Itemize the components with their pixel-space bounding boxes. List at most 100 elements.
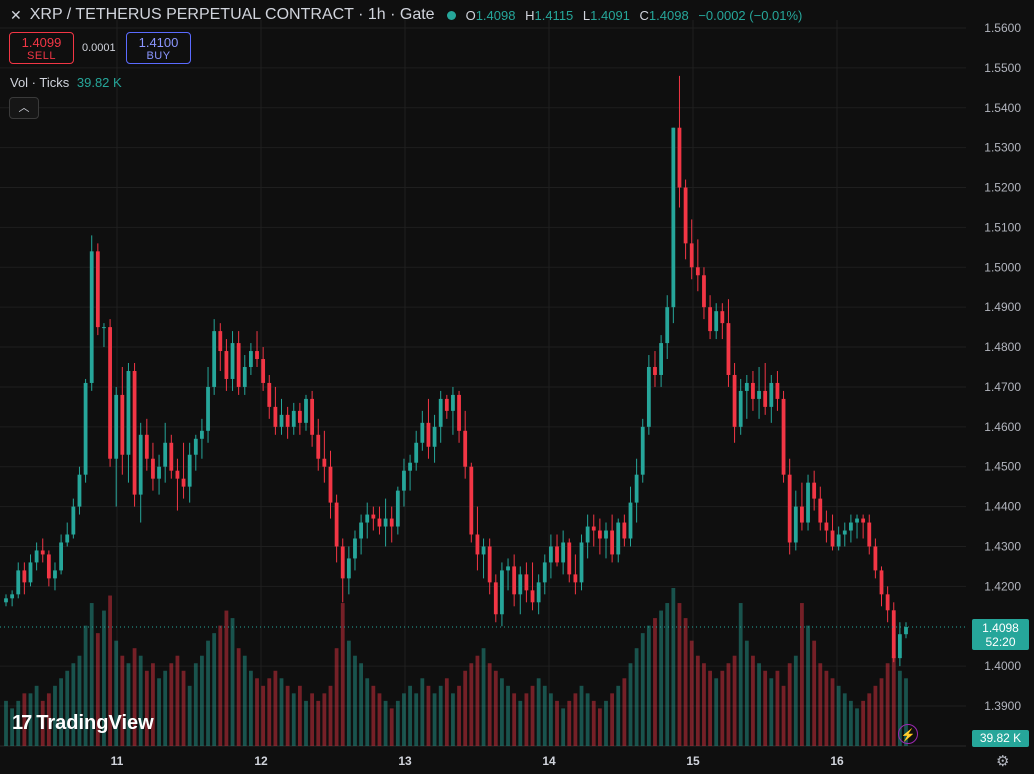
candle-body [340, 546, 345, 579]
candle-body [867, 522, 872, 547]
volume-bar [640, 633, 645, 746]
candle-body [475, 534, 480, 555]
volume-bar [285, 685, 290, 746]
candle-body [200, 430, 204, 439]
candle-body [818, 498, 823, 523]
volume-bar [836, 685, 841, 746]
candle-body [371, 514, 376, 519]
collapse-legend-button[interactable]: ︿ [9, 97, 39, 119]
volume-bar [65, 670, 70, 746]
volume-bar [46, 693, 51, 746]
volume-bar [322, 693, 327, 746]
candle-body [89, 251, 94, 383]
x-tick-label: 11 [111, 754, 124, 768]
volume-bar [218, 625, 223, 746]
close-icon[interactable]: ✕ [10, 6, 22, 23]
lightning-icon[interactable]: ⚡ [898, 724, 918, 744]
candle-body [879, 570, 884, 595]
candle-body [230, 343, 235, 379]
volume-bar [59, 678, 63, 746]
volume-bar [720, 670, 725, 746]
volume-legend-value: 39.82 K [76, 75, 122, 90]
candle-body [108, 327, 112, 459]
volume-bar [604, 700, 608, 746]
candle-body [402, 470, 406, 491]
tradingview-logo[interactable]: 17 TradingView [12, 712, 154, 735]
candle-body [481, 546, 486, 555]
volume-bar [395, 700, 400, 746]
volume-bar [849, 700, 853, 746]
volume-bar [261, 685, 266, 746]
volume-bar [867, 693, 872, 746]
candle-body [77, 474, 82, 507]
candle-body [775, 382, 780, 399]
volume-bar [744, 640, 749, 746]
volume-bar [573, 693, 578, 746]
candle-body [224, 351, 229, 379]
y-tick-label: 1.5500 [984, 61, 1021, 75]
candle-body [702, 275, 706, 308]
y-tick-label: 1.4700 [984, 380, 1021, 394]
candle-body [353, 538, 357, 559]
candle-body [506, 566, 510, 571]
volume-bar [22, 693, 27, 746]
candle-body [487, 546, 492, 583]
volume-legend-label: Vol · Ticks [10, 75, 70, 90]
volume-bar [310, 693, 315, 746]
gear-icon[interactable]: ⚙ [996, 753, 1010, 770]
y-tick-label: 1.4500 [984, 460, 1021, 474]
volume-bar [138, 655, 143, 746]
candle-body [46, 554, 51, 579]
candle-body [267, 382, 272, 407]
candle-body [255, 351, 259, 360]
tradingview-wordmark: TradingView [36, 712, 154, 734]
symbol-title[interactable]: XRP / TETHERUS PERPETUAL CONTRACT · 1h ·… [29, 6, 435, 23]
bar-countdown: 52:20 [985, 635, 1016, 649]
x-tick-label: 12 [254, 754, 268, 768]
volume-bar [475, 655, 480, 746]
volume-bar [555, 700, 559, 746]
candle-body [438, 398, 443, 427]
candle-body [451, 394, 455, 411]
volume-bar [340, 603, 345, 746]
volume-bar [89, 603, 94, 746]
candle-body [383, 518, 388, 527]
candle-body [71, 506, 76, 535]
candle-body [59, 542, 63, 571]
volume-bar [702, 663, 706, 746]
y-tick-label: 1.5200 [984, 181, 1021, 195]
y-tick-label: 1.3900 [984, 699, 1021, 713]
volume-bar [359, 663, 363, 746]
candle-body [95, 251, 100, 328]
candle-body [744, 382, 749, 391]
candle-body [310, 398, 315, 435]
candle-body [885, 594, 890, 611]
y-tick-label: 1.4800 [984, 340, 1021, 354]
candle-body [500, 570, 504, 615]
ohlc-readout: O1.4098 H1.4115 L1.4091 C1.4098 −0.0002 … [466, 8, 809, 23]
volume-bar [414, 693, 419, 746]
candle-body [671, 127, 676, 308]
candle-body [395, 490, 400, 527]
volume-bar [444, 678, 449, 746]
candle-body [524, 574, 529, 591]
buy-label: BUY [146, 50, 171, 62]
candle-body [426, 422, 431, 447]
low-value: 1.4091 [590, 7, 630, 23]
volume-legend[interactable]: Vol · Ticks 39.82 K [10, 75, 122, 90]
volume-bar [879, 678, 884, 746]
candle-body [420, 422, 425, 443]
volume-bar [659, 610, 663, 746]
volume-bar [500, 678, 504, 746]
volume-bar [457, 685, 461, 746]
volume-bar [83, 625, 88, 746]
sell-button[interactable]: 1.4099 SELL [9, 32, 74, 64]
volume-bar [751, 655, 755, 746]
candle-body [695, 267, 700, 276]
volume-bar [683, 618, 688, 746]
volume-bar [10, 708, 15, 746]
volume-bar [812, 640, 817, 746]
buy-button[interactable]: 1.4100 BUY [126, 32, 191, 64]
candle-body [151, 458, 155, 479]
